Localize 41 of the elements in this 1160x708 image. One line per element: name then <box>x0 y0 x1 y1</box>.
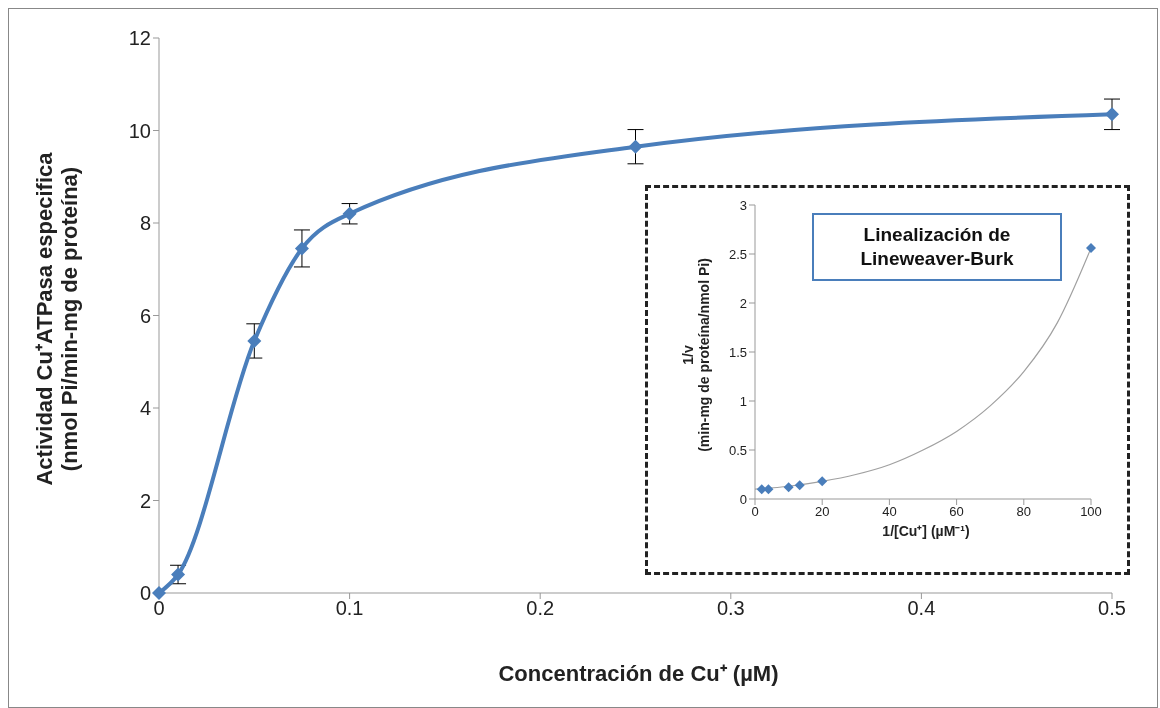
x-tick-label: 0.2 <box>526 597 555 620</box>
x-tick-label: 20 <box>814 504 830 520</box>
point <box>1086 243 1096 254</box>
y-tick-label: 0 <box>139 582 151 605</box>
x-tick-label: 80 <box>1016 504 1032 520</box>
y-tick-label: 2 <box>139 489 151 512</box>
x-tick-label: 100 <box>1080 504 1102 520</box>
x-tick-label: 0.4 <box>907 597 936 620</box>
x-tick-label: 60 <box>949 504 964 520</box>
point <box>817 476 828 487</box>
y-axis-title: Actividad Cu⁺ATPasa especifica (nmol Pi/min-mg de proteína) <box>31 151 83 486</box>
y-tick-label: 1.5 <box>728 344 747 360</box>
y-axis-title: 1/v (min-mg de proteína/nmol Pi) <box>679 258 713 452</box>
point <box>247 333 262 348</box>
x-axis-title: Concentración de Cu⁺ (µM) <box>497 660 780 687</box>
x-tick-label: 40 <box>882 504 897 520</box>
y-tick-label: 2 <box>739 295 747 311</box>
y-tick-label: 0 <box>739 491 747 507</box>
y-tick-label: 12 <box>128 27 151 50</box>
point <box>342 206 357 221</box>
y-tick-label: 6 <box>139 304 151 327</box>
point <box>1105 107 1119 122</box>
y-tick-label: 8 <box>139 212 151 235</box>
point <box>152 586 166 600</box>
x-tick-label: 0 <box>751 504 759 520</box>
point <box>794 480 805 491</box>
text: Linealización de Lineweaver-Burk <box>859 223 1015 271</box>
y-tick-label: 10 <box>128 119 151 142</box>
y-tick-label: 2.5 <box>728 246 747 262</box>
y-tick-label: 4 <box>139 397 151 420</box>
x-axis-title: 1/[Cu⁺] (µM⁻¹) <box>881 522 971 540</box>
x-tick-label: 0 <box>153 597 165 620</box>
x-tick-label: 0.5 <box>1098 597 1126 620</box>
point <box>628 139 643 154</box>
point <box>294 241 309 256</box>
point <box>783 482 794 493</box>
x-tick-label: 0.3 <box>716 597 745 620</box>
y-tick-label: 3 <box>739 197 747 213</box>
y-tick-label: 1 <box>739 393 747 409</box>
x-tick-label: 0.1 <box>335 597 364 620</box>
y-tick-label: 0.5 <box>728 442 747 458</box>
